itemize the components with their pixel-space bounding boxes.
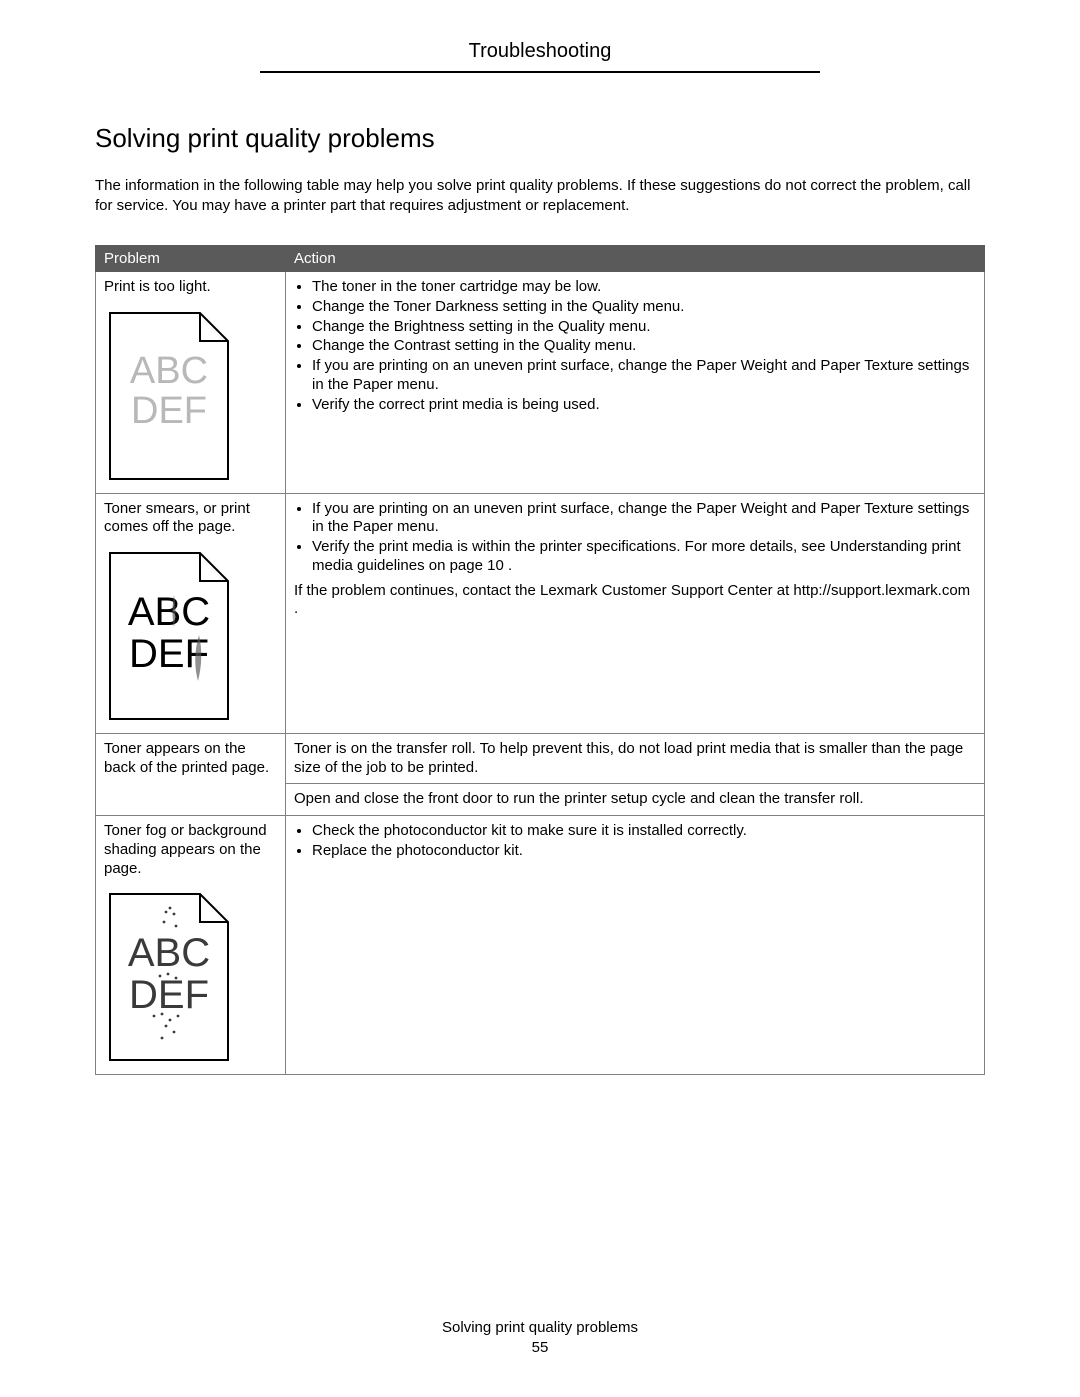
cell-action: Toner is on the transfer roll. To help p…	[286, 733, 985, 815]
svg-text:DEF: DEF	[131, 390, 207, 432]
page-header-title: Troubleshooting	[95, 40, 985, 63]
col-header-action: Action	[286, 246, 985, 272]
svg-text:ABC: ABC	[130, 350, 208, 392]
action-item: If you are printing on an uneven print s…	[312, 357, 976, 395]
svg-text:ABC: ABC	[128, 590, 210, 634]
footer-page-number: 55	[0, 1338, 1080, 1358]
action-paragraph: Open and close the front door to run the…	[286, 784, 984, 815]
print-sample-light-icon: ABC DEF	[104, 311, 277, 487]
troubleshooting-table: Problem Action Print is too light. ABC D…	[95, 245, 985, 1075]
header-rule	[260, 71, 820, 73]
cell-action: The toner in the toner cartridge may be …	[286, 272, 985, 494]
svg-text:DEF: DEF	[129, 973, 209, 1017]
cell-problem: Toner fog or background shading appears …	[96, 816, 286, 1075]
print-sample-fog-icon: ABC DEF	[104, 892, 277, 1068]
action-item: Verify the print media is within the pri…	[312, 538, 976, 576]
action-item: Change the Toner Darkness setting in the…	[312, 298, 976, 317]
action-followup: If the problem continues, contact the Le…	[294, 582, 976, 620]
table-row: Toner appears on the back of the printed…	[96, 733, 985, 815]
document-page: Troubleshooting Solving print quality pr…	[0, 0, 1080, 1397]
action-item: Verify the correct print media is being …	[312, 396, 976, 415]
problem-text: Print is too light.	[104, 278, 211, 295]
table-row: Toner smears, or print comes off the pag…	[96, 493, 985, 733]
cell-action: Check the photoconductor kit to make sur…	[286, 816, 985, 1075]
svg-text:ABC: ABC	[128, 931, 210, 975]
section-intro: The information in the following table m…	[95, 176, 985, 215]
action-list: The toner in the toner cartridge may be …	[294, 278, 976, 414]
action-list: Check the photoconductor kit to make sur…	[294, 822, 976, 861]
section-title: Solving print quality problems	[95, 123, 985, 154]
problem-text: Toner fog or background shading appears …	[104, 822, 267, 877]
action-item: Check the photoconductor kit to make sur…	[312, 822, 976, 841]
page-footer: Solving print quality problems 55	[0, 1318, 1080, 1357]
action-item: The toner in the toner cartridge may be …	[312, 278, 976, 297]
action-item: Change the Brightness setting in the Qua…	[312, 318, 976, 337]
action-item: Change the Contrast setting in the Quali…	[312, 337, 976, 356]
cell-problem: Toner smears, or print comes off the pag…	[96, 493, 286, 733]
action-list: If you are printing on an uneven print s…	[294, 500, 976, 576]
footer-title: Solving print quality problems	[0, 1318, 1080, 1338]
table-row: Toner fog or background shading appears …	[96, 816, 985, 1075]
cell-action: If you are printing on an uneven print s…	[286, 493, 985, 733]
problem-text: Toner appears on the back of the printed…	[104, 740, 269, 776]
col-header-problem: Problem	[96, 246, 286, 272]
action-item: Replace the photoconductor kit.	[312, 842, 976, 861]
problem-text: Toner smears, or print comes off the pag…	[104, 500, 250, 536]
print-sample-smear-icon: ABC DEF	[104, 551, 277, 727]
action-paragraph: Toner is on the transfer roll. To help p…	[286, 734, 984, 785]
cell-problem: Toner appears on the back of the printed…	[96, 733, 286, 815]
table-row: Print is too light. ABC DEF The toner in…	[96, 272, 985, 494]
cell-problem: Print is too light. ABC DEF	[96, 272, 286, 494]
action-item: If you are printing on an uneven print s…	[312, 500, 976, 538]
